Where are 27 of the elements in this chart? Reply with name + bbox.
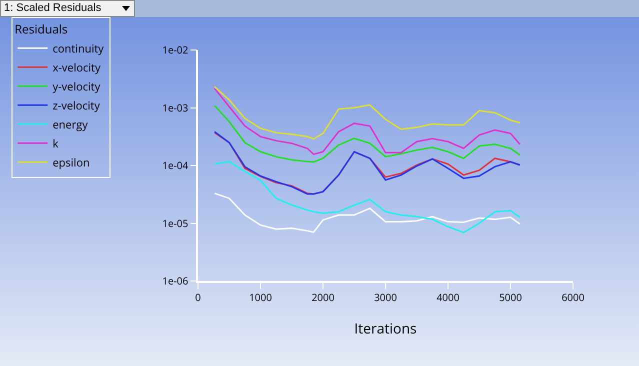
- x-tick-label: 4000: [436, 290, 460, 304]
- line-series: [214, 86, 521, 140]
- y-tick-label: 1e-02: [162, 42, 189, 56]
- legend-label: z-velocity: [52, 98, 100, 114]
- legend-title: Residuals: [14, 20, 68, 38]
- line-series: [214, 160, 521, 234]
- x-tick-label: 1000: [249, 290, 272, 304]
- y-tick-label: 1e-03: [162, 100, 189, 114]
- legend-label: k: [52, 136, 59, 152]
- x-tick-label: 0: [195, 290, 202, 304]
- x-tick-label: 2000: [312, 290, 335, 304]
- y-tick-label: 1e-05: [162, 216, 189, 230]
- line-series: [214, 88, 521, 156]
- line-series: [214, 104, 521, 163]
- x-tick-label: 5000: [499, 290, 522, 304]
- text: 1: Scaled Residuals: [4, 2, 102, 14]
- x-tick-label: 3000: [374, 290, 398, 304]
- line-series: [214, 192, 521, 233]
- legend-label: energy: [52, 117, 88, 132]
- x-tick-label: 6000: [562, 290, 585, 304]
- x-axis-title: Iterations: [354, 320, 418, 338]
- legend-label: continuity: [52, 41, 104, 56]
- y-tick-label: 1e-04: [162, 158, 189, 172]
- legend-label: x-velocity: [52, 60, 101, 76]
- y-tick-label: 1e-06: [162, 274, 189, 288]
- legend-label: y-velocity: [52, 79, 101, 94]
- legend-label: epsilon: [52, 155, 90, 170]
